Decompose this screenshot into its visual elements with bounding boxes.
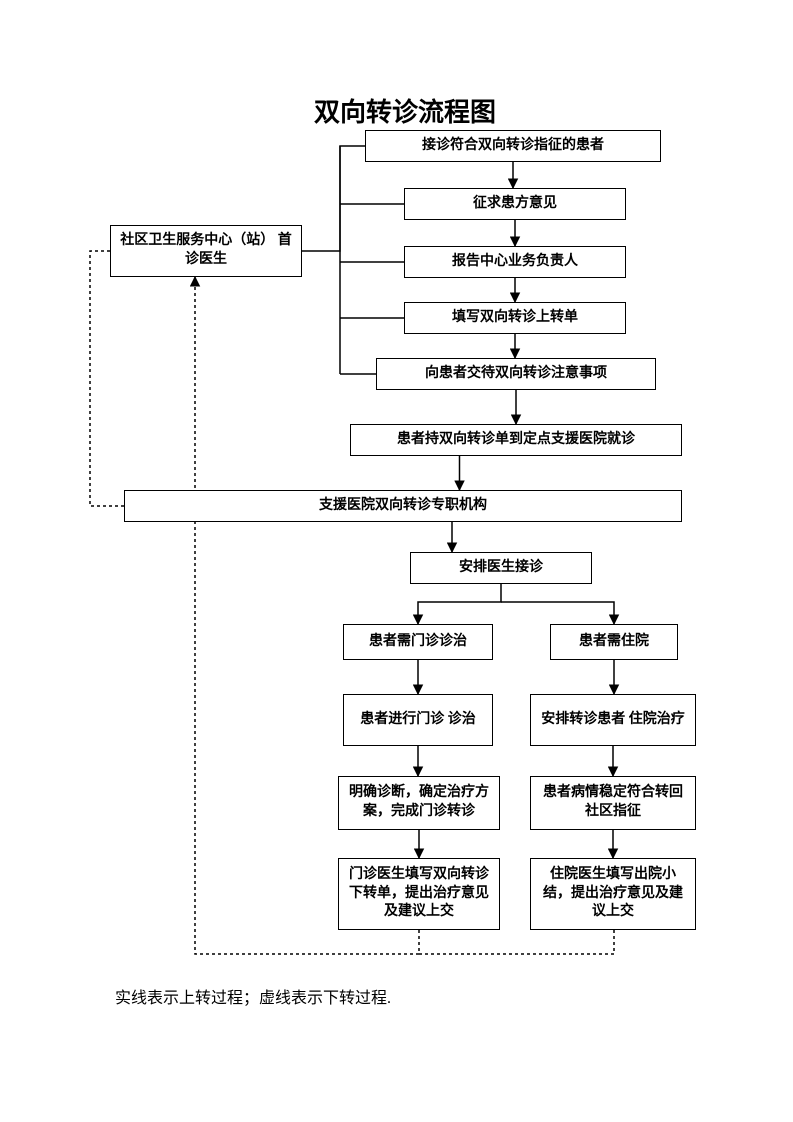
flow-node-r1: 接诊符合双向转诊指征的患者	[365, 130, 661, 162]
flow-node-r5: 向患者交待双向转诊注意事项	[376, 358, 656, 390]
flow-node-b1R: 患者需住院	[550, 624, 678, 660]
flow-node-r3: 报告中心业务负责人	[404, 246, 626, 278]
flow-node-b2R: 安排转诊患者 住院治疗	[530, 694, 696, 746]
flow-node-left1: 社区卫生服务中心（站） 首诊医生	[110, 225, 302, 277]
flow-node-s1: 安排医生接诊	[410, 552, 592, 584]
flow-node-b2L: 患者进行门诊 诊治	[343, 694, 493, 746]
flow-node-r2: 征求患方意见	[404, 188, 626, 220]
flow-node-b4L: 门诊医生填写双向转诊下转单，提出治疗意见及建议上交	[338, 858, 500, 930]
flow-node-b1L: 患者需门诊诊治	[343, 624, 493, 660]
flow-node-r4: 填写双向转诊上转单	[404, 302, 626, 334]
chart-title: 双向转诊流程图	[275, 92, 535, 129]
legend-text: 实线表示上转过程；虚线表示下转过程.	[115, 984, 391, 1008]
flow-node-r6: 患者持双向转诊单到定点支援医院就诊	[350, 424, 682, 456]
flow-node-b4R: 住院医生填写出院小结，提出治疗意见及建议上交	[530, 858, 696, 930]
flow-node-wide: 支援医院双向转诊专职机构	[124, 490, 682, 522]
flow-node-b3R: 患者病情稳定符合转回社区指征	[530, 776, 696, 830]
flow-node-b3L: 明确诊断，确定治疗方案，完成门诊转诊	[338, 776, 500, 830]
